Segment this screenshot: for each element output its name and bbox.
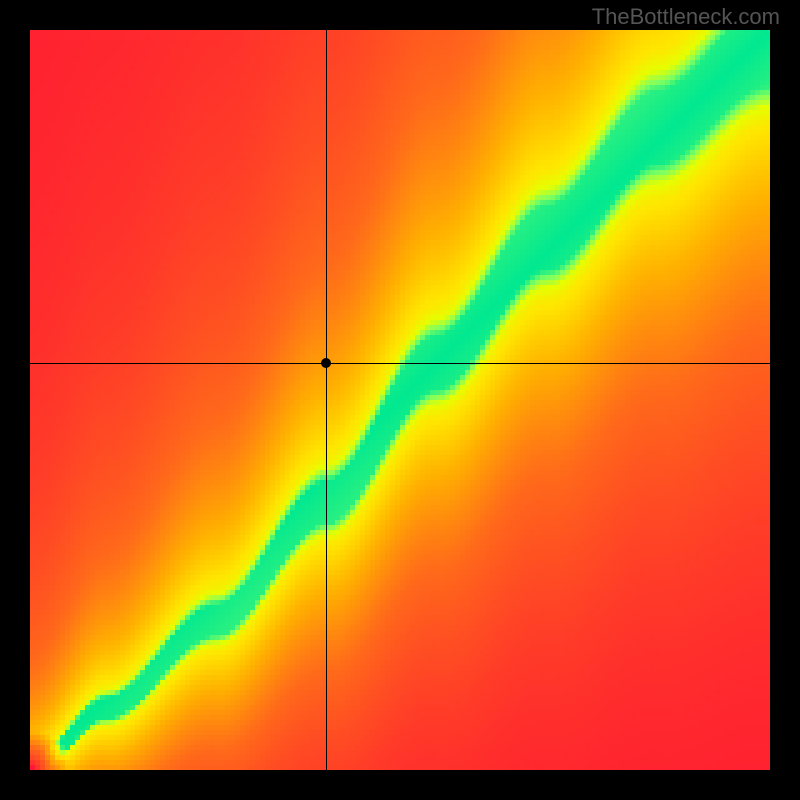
crosshair-horizontal <box>30 363 770 364</box>
crosshair-vertical <box>326 30 327 770</box>
chart-container: TheBottleneck.com <box>0 0 800 800</box>
watermark-text: TheBottleneck.com <box>592 4 780 30</box>
crosshair-point <box>321 358 331 368</box>
plot-area <box>30 30 770 770</box>
heatmap-canvas <box>30 30 770 770</box>
